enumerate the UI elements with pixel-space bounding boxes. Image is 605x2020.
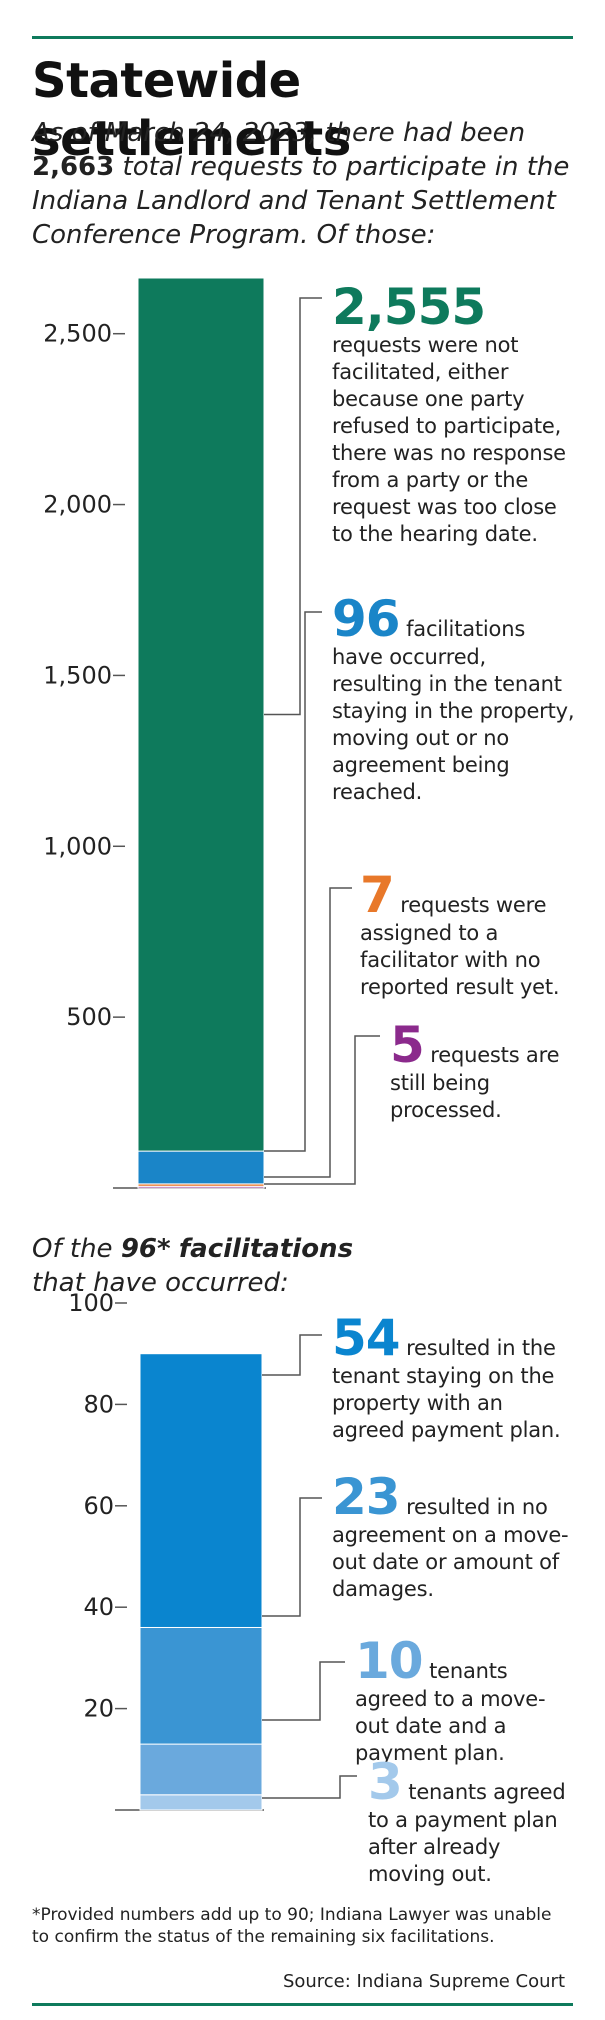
facil-callout: 10 tenants agreed to a move-out date and… bbox=[355, 1636, 579, 1767]
total-bar-segment bbox=[137, 1150, 265, 1185]
intro-pre: As of March 24, 2023, there had been bbox=[32, 118, 526, 148]
facil-leader-54 bbox=[262, 1334, 322, 1376]
total-callout: 2,555 requests were not facilitated, eith… bbox=[332, 282, 579, 548]
total-callout-number: 5 bbox=[390, 1016, 425, 1074]
intro-post: total requests to participate in the Ind… bbox=[32, 152, 570, 250]
facil-bar-segment bbox=[139, 1353, 263, 1628]
facil-tick-label: 60 bbox=[83, 1492, 114, 1520]
total-leader-not-facilitated bbox=[264, 297, 322, 716]
facil-callout-number: 10 bbox=[355, 1632, 424, 1690]
total-callout-text: requests were assigned to a facilitator … bbox=[360, 893, 560, 999]
facil-tick-label: 40 bbox=[83, 1593, 114, 1621]
chart-facilitations: 20 40 60 80 100 bbox=[68, 1289, 357, 1811]
total-leader-facilitations bbox=[264, 611, 322, 1152]
facil-bar-segment bbox=[139, 1794, 263, 1811]
total-callout: 5 requests are still being processed. bbox=[390, 1020, 579, 1124]
top-rule bbox=[32, 36, 573, 39]
facil-callout-text: tenants agreed to a move-out date and a … bbox=[355, 1659, 546, 1765]
intro-total-count: 2,663 bbox=[32, 152, 115, 182]
total-leader-assigned bbox=[264, 887, 352, 1178]
total-callout-text: facilitations have occurred, resulting i… bbox=[332, 617, 575, 804]
intro-text: As of March 24, 2023, there had been 2,6… bbox=[32, 116, 577, 252]
facil-leader-23 bbox=[262, 1497, 322, 1617]
facil-tick-label: 100 bbox=[68, 1289, 114, 1317]
chart-total-requests: 500 1,000 1,500 2,000 2,500 bbox=[43, 277, 380, 1189]
total-callout: 96 facilitations have occurred, resultin… bbox=[332, 594, 579, 806]
total-callout-number: 7 bbox=[360, 866, 395, 924]
bottom-rule bbox=[32, 2003, 573, 2006]
total-tick-label: 500 bbox=[66, 1003, 112, 1031]
facil-leader-3 bbox=[262, 1775, 357, 1799]
total-tick-label: 2,500 bbox=[43, 320, 112, 348]
intro2-post: that have occurred: bbox=[32, 1268, 289, 1298]
facil-bar-segment bbox=[139, 1743, 263, 1796]
facil-callout-text: resulted in no agreement on a move-out d… bbox=[332, 1495, 569, 1601]
facil-callout: 23 resulted in no agreement on a move-ou… bbox=[332, 1472, 579, 1603]
facil-callout-number: 3 bbox=[368, 1753, 403, 1811]
total-tick-label: 2,000 bbox=[43, 491, 112, 519]
facil-callout: 54 resulted in the tenant staying on the… bbox=[332, 1313, 579, 1444]
page-title: Statewide settlements bbox=[32, 53, 351, 167]
total-callout-number: 96 bbox=[332, 590, 401, 648]
facil-callout-text: resulted in the tenant staying on the pr… bbox=[332, 1336, 561, 1442]
intro2-text: Of the 96* facilitations that have occurr… bbox=[32, 1232, 577, 1300]
facil-leader-10 bbox=[262, 1661, 345, 1721]
intro2-count: 96* bbox=[120, 1234, 171, 1264]
intro2-mid: facilitations bbox=[178, 1234, 354, 1264]
facil-callout-number: 54 bbox=[332, 1309, 401, 1367]
facil-bar-segment bbox=[139, 1626, 263, 1745]
total-callout: 7 requests were assigned to a facilitato… bbox=[360, 870, 579, 1001]
footnote: *Provided numbers add up to 90; Indiana … bbox=[32, 1905, 552, 1947]
total-bar-segment bbox=[137, 277, 265, 1152]
intro2-pre: Of the bbox=[32, 1234, 113, 1264]
total-callout-number: 2,555 bbox=[332, 278, 486, 336]
facil-callout: 3 tenants agreed to a payment plan after… bbox=[368, 1757, 579, 1888]
facil-tick-label: 80 bbox=[83, 1390, 114, 1418]
total-tick-label: 1,000 bbox=[43, 832, 112, 860]
total-leader-processed bbox=[264, 1035, 380, 1185]
facil-callout-number: 23 bbox=[332, 1468, 401, 1526]
facil-callout-text: tenants agreed to a payment plan after a… bbox=[368, 1780, 566, 1886]
total-callout-text: requests are still being processed. bbox=[390, 1043, 560, 1122]
facil-tick-label: 20 bbox=[83, 1695, 114, 1723]
source-note: Source: Indiana Supreme Court bbox=[282, 1971, 565, 1992]
total-callout-text: requests were not facilitated, either be… bbox=[332, 333, 566, 546]
total-tick-label: 1,500 bbox=[43, 661, 112, 689]
